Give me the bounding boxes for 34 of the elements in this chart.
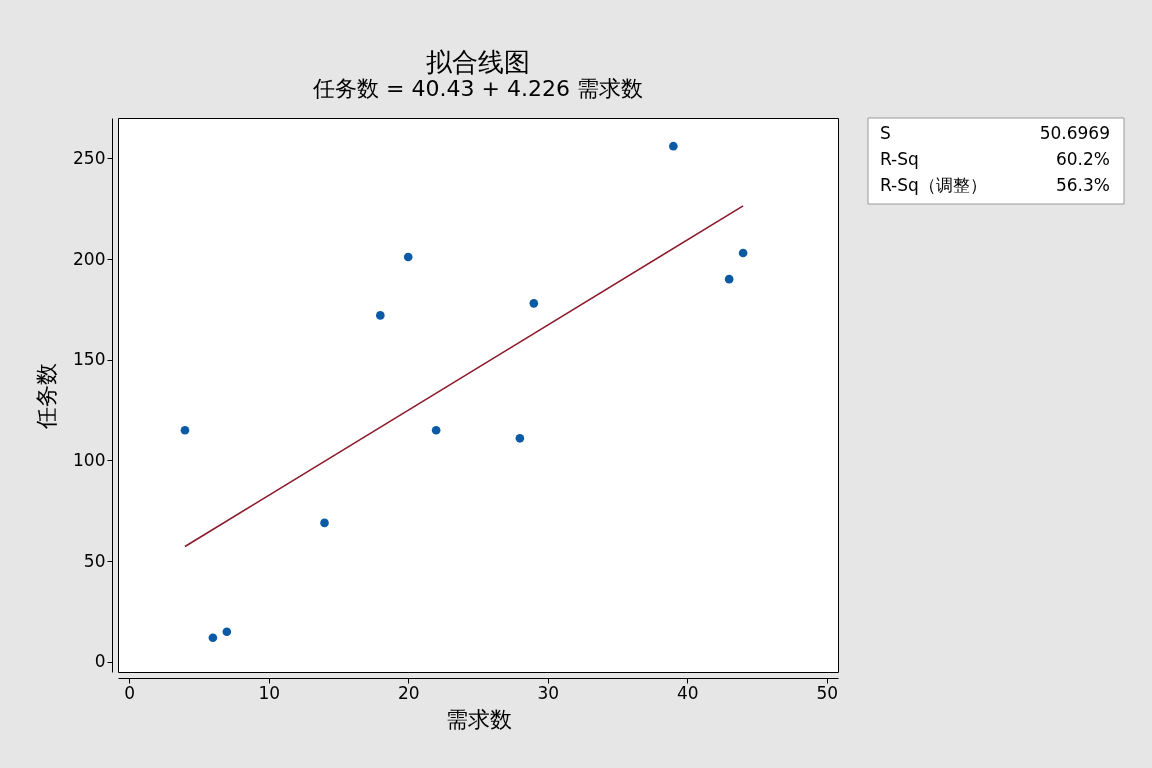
text: 60.2% (1055, 149, 1110, 169)
y-tick-label: 150 (73, 349, 106, 370)
y-tick-label: 50 (83, 550, 106, 571)
x-axis-title: 需求数 (445, 706, 512, 732)
text: 56.3% (1055, 175, 1110, 195)
point (403, 252, 413, 262)
point (180, 425, 190, 435)
y-tick-label: 200 (73, 248, 106, 269)
y-tick-label: 250 (73, 147, 106, 168)
x-tick-label: 0 (124, 682, 136, 703)
point (669, 141, 678, 151)
chart-subtitle: 任务数 = 40.43 + 4.226 需求数 (312, 75, 643, 101)
point (529, 299, 539, 308)
y-tick-label: 100 (73, 449, 106, 470)
text: 50.6969 (1039, 123, 1110, 143)
x-tick-label: 20 (397, 682, 420, 703)
x-tick-label: 50 (816, 682, 839, 703)
point (320, 518, 329, 528)
chart-title: 拟合线图 (426, 46, 530, 77)
point (738, 248, 748, 258)
text: R-Sq（调整） (880, 175, 987, 195)
point (724, 274, 734, 284)
text: S (880, 123, 891, 143)
point (515, 433, 525, 443)
point (208, 633, 218, 643)
text: R-Sq (880, 149, 919, 169)
y-tick-label: 0 (94, 651, 106, 672)
x-tick-label: 10 (258, 682, 281, 703)
x-tick-label: 30 (537, 682, 560, 703)
x-tick-label: 40 (676, 682, 699, 703)
y-axis-title: 任务数 (34, 362, 60, 430)
point (222, 627, 232, 637)
point (376, 311, 385, 320)
point (431, 425, 441, 435)
